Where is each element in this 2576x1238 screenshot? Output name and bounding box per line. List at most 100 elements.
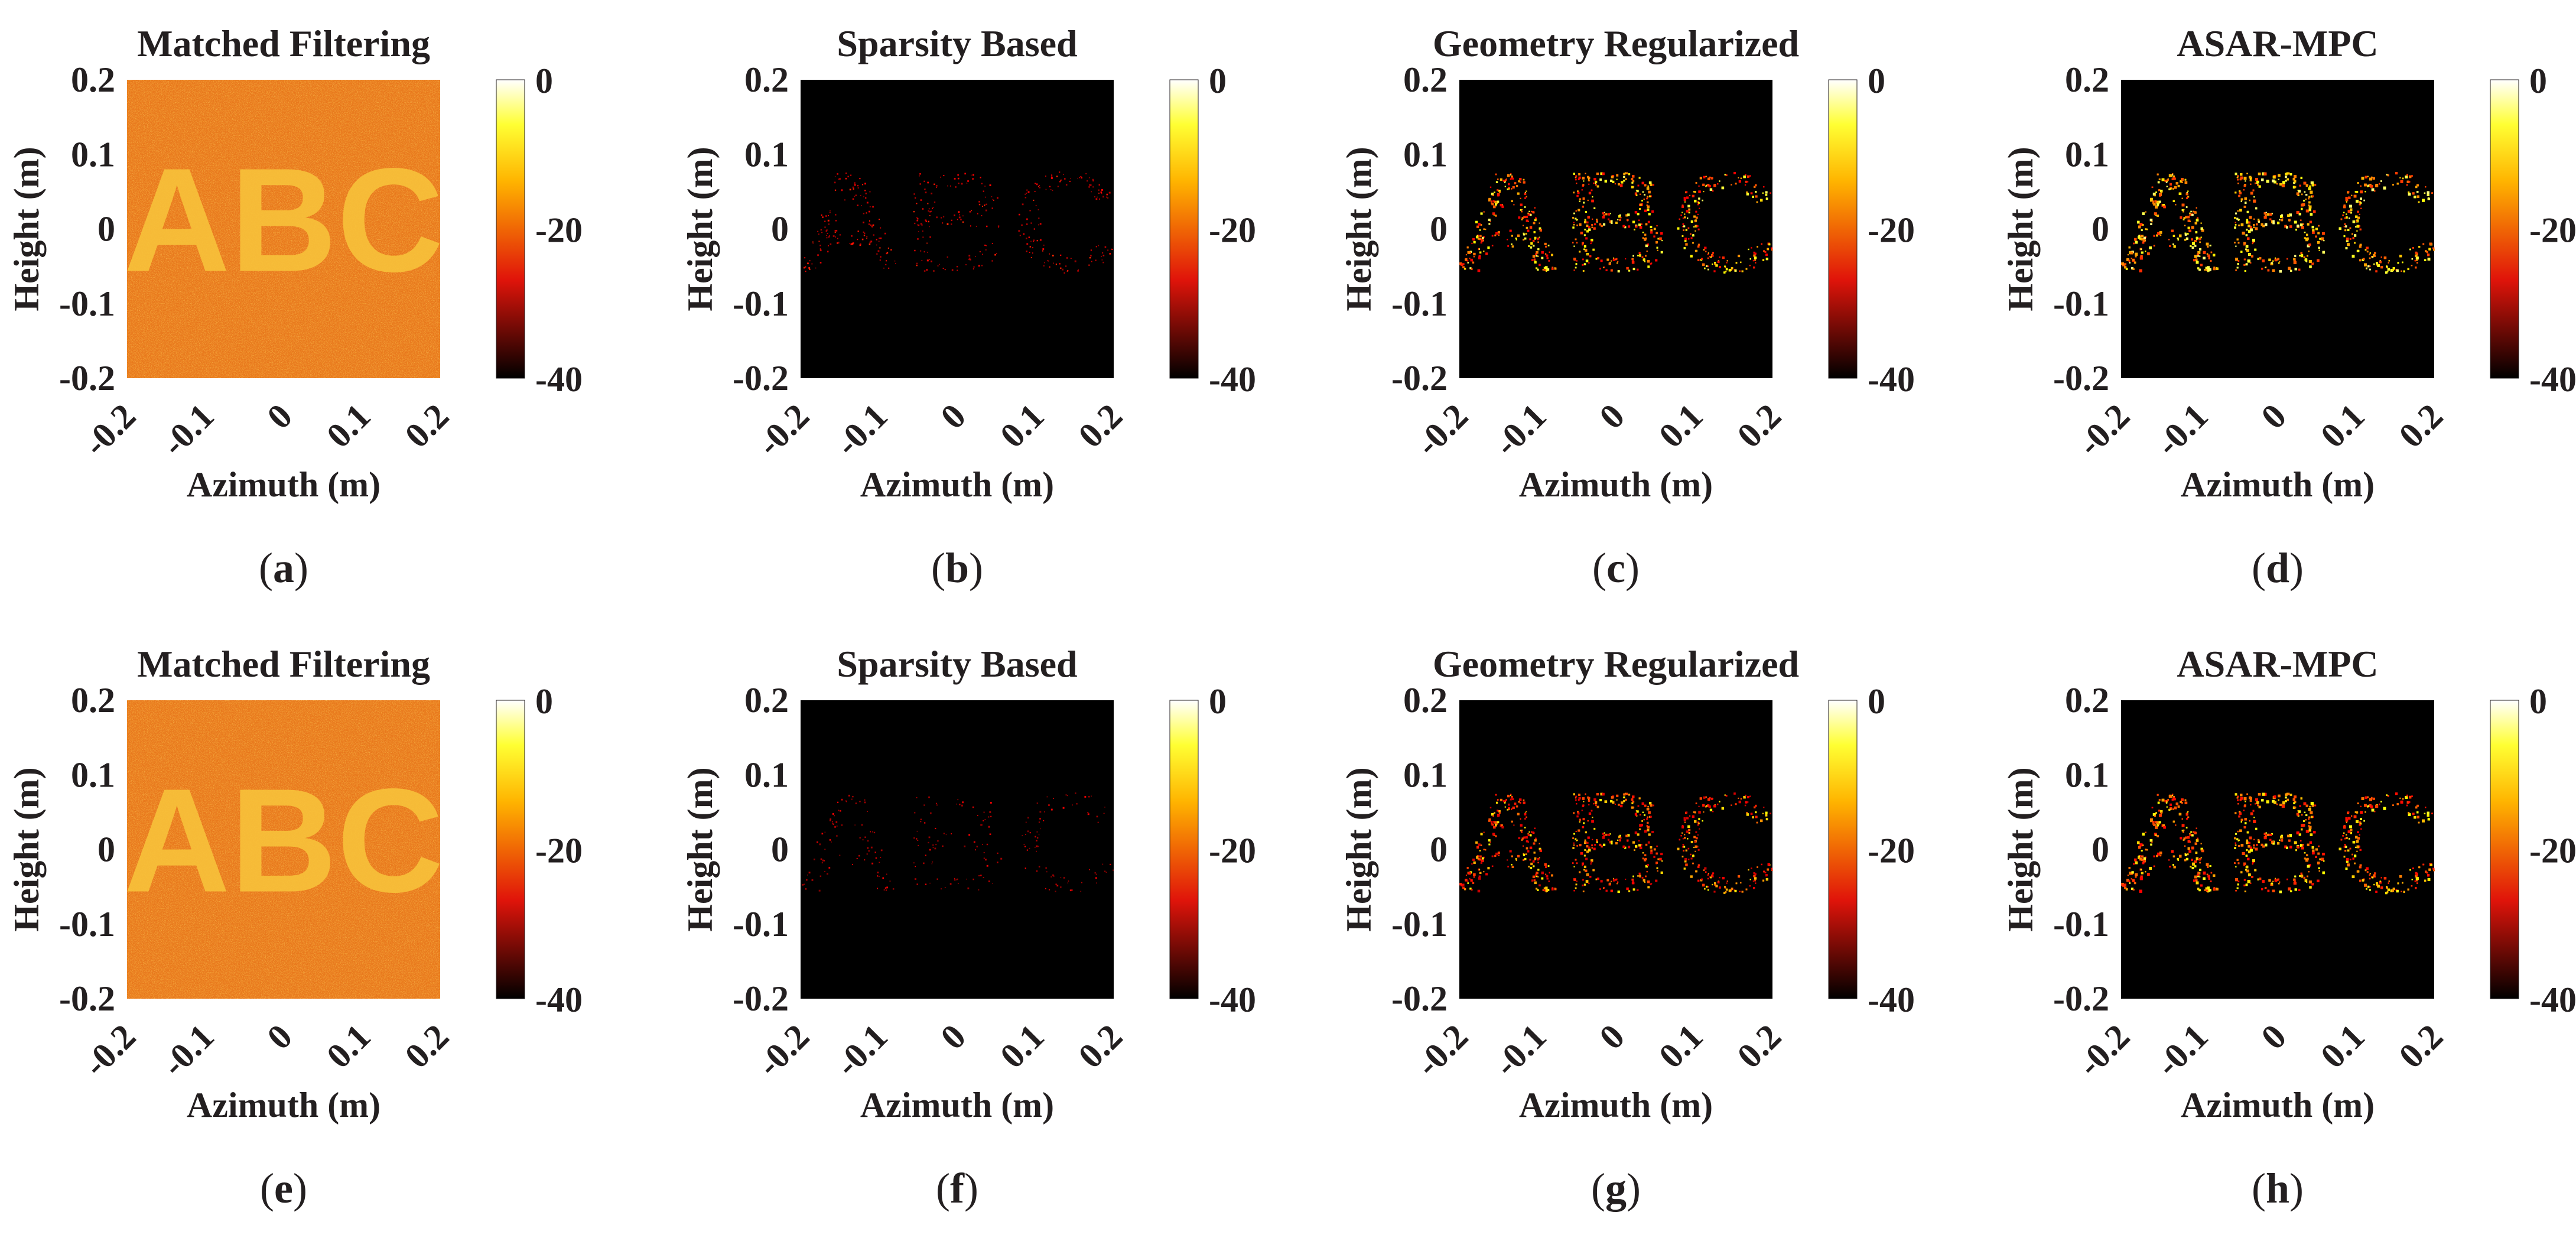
x-tick-label: -0.2 bbox=[749, 1017, 817, 1084]
subcaption-letter: f bbox=[950, 1165, 965, 1212]
y-tick-label: -0.2 bbox=[2053, 359, 2109, 398]
heatmap-image: ABC bbox=[123, 80, 444, 378]
subcaption-close: ) bbox=[964, 1165, 978, 1212]
y-tick-label: -0.2 bbox=[1391, 359, 1448, 398]
subcaption: (f) bbox=[936, 1165, 978, 1212]
colorbar-ticks: 0 -20 -40 bbox=[2529, 682, 2576, 1019]
subcaption: (e) bbox=[260, 1165, 307, 1212]
y-tick-label: 0.2 bbox=[71, 681, 115, 720]
x-tick-label: -0.1 bbox=[154, 1017, 222, 1084]
subcaption-letter: a bbox=[273, 544, 294, 592]
y-axis-label: Height (m) bbox=[681, 147, 720, 311]
y-tick-label: -0.1 bbox=[2053, 905, 2109, 944]
subcaption-close: ) bbox=[294, 544, 308, 592]
panel-title: Geometry Regularized bbox=[1433, 643, 1799, 685]
subcaption-open: ( bbox=[2252, 1165, 2266, 1212]
y-ticks: 0.2 0.1 0 -0.1 -0.2 bbox=[59, 60, 115, 398]
y-tick-label: 0.1 bbox=[744, 755, 789, 794]
x-tick-label: -0.2 bbox=[749, 397, 817, 464]
panel-g: Geometry Regularized0.20.10-0.1-0.2-0.2-… bbox=[1339, 643, 1915, 1212]
x-tick-label: 0.1 bbox=[319, 1017, 378, 1076]
panel-title: Geometry Regularized bbox=[1433, 22, 1799, 64]
colorbar-tick-label: 0 bbox=[2529, 61, 2547, 100]
colorbar-tick-label: -20 bbox=[535, 211, 583, 250]
y-tick-label: 0.2 bbox=[744, 681, 789, 720]
colorbar bbox=[1828, 79, 1858, 379]
y-tick-label: -0.2 bbox=[2053, 979, 2109, 1018]
y-tick-label: -0.2 bbox=[59, 359, 115, 398]
y-tick-label: -0.1 bbox=[59, 284, 115, 323]
colorbar-ticks: 0 -20 -40 bbox=[1868, 682, 1915, 1019]
y-axis-label: Height (m) bbox=[681, 767, 720, 931]
panel-title: Sparsity Based bbox=[837, 22, 1077, 64]
y-tick-label: 0.2 bbox=[1403, 681, 1448, 720]
x-tick-label: 0.1 bbox=[2313, 1017, 2372, 1076]
colorbar bbox=[1169, 700, 1199, 999]
x-tick-label: 0.2 bbox=[2391, 397, 2450, 456]
x-tick-label: -0.1 bbox=[828, 1017, 895, 1084]
image-background bbox=[801, 80, 1114, 378]
y-tick-label: 0.1 bbox=[744, 135, 789, 174]
x-axis-label: Azimuth (m) bbox=[187, 1086, 380, 1125]
x-tick-label: 0.2 bbox=[2391, 1017, 2450, 1076]
panel-c: Geometry Regularized0.20.10-0.1-0.2-0.2-… bbox=[1339, 22, 1915, 592]
x-tick-label: 0.1 bbox=[319, 397, 378, 456]
y-tick-label: 0.1 bbox=[1403, 755, 1448, 794]
colorbar-tick-label: -20 bbox=[2529, 831, 2576, 870]
colorbar-tick-label: 0 bbox=[535, 682, 553, 721]
colorbar-tick-label: 0 bbox=[1209, 682, 1227, 721]
image-speckles bbox=[2121, 172, 2435, 274]
subcaption: (b) bbox=[931, 544, 983, 592]
x-ticks: -0.2 -0.1 0 0.1 0.2 bbox=[749, 1017, 1130, 1084]
y-tick-label: 0 bbox=[1430, 830, 1448, 869]
x-tick-label: 0.2 bbox=[397, 1017, 456, 1076]
colorbar-tick-label: 0 bbox=[1868, 682, 1885, 721]
colorbar-tick-label: -40 bbox=[1868, 980, 1915, 1019]
x-tick-label: -0.2 bbox=[2070, 397, 2137, 464]
image-background bbox=[2121, 700, 2434, 999]
x-axis-label: Azimuth (m) bbox=[860, 1086, 1054, 1125]
y-tick-label: 0.1 bbox=[71, 755, 115, 794]
subcaption: (h) bbox=[2252, 1165, 2304, 1212]
subcaption: (d) bbox=[2252, 544, 2304, 592]
heatmap-image bbox=[1459, 80, 1773, 378]
colorbar-ticks: 0 -20 -40 bbox=[535, 61, 583, 399]
subcaption-letter: c bbox=[1606, 544, 1625, 592]
colorbar-tick-label: -20 bbox=[1868, 831, 1915, 870]
subcaption-open: ( bbox=[931, 544, 945, 592]
x-ticks: -0.2 -0.1 0 0.1 0.2 bbox=[2070, 397, 2450, 464]
image-letters: ABC bbox=[123, 138, 444, 303]
subcaption-open: ( bbox=[260, 1165, 274, 1212]
x-axis-label: Azimuth (m) bbox=[2181, 465, 2375, 504]
x-ticks: -0.2 -0.1 0 0.1 0.2 bbox=[749, 397, 1130, 464]
y-tick-label: -0.2 bbox=[1391, 979, 1448, 1018]
colorbar bbox=[2490, 700, 2519, 999]
colorbar-tick-label: 0 bbox=[535, 61, 553, 100]
x-tick-label: 0.1 bbox=[993, 1017, 1052, 1076]
subcaption-open: ( bbox=[259, 544, 273, 592]
subcaption-letter: d bbox=[2266, 544, 2289, 592]
subcaption-letter: e bbox=[274, 1165, 293, 1212]
image-noise-light bbox=[127, 700, 440, 999]
subcaption: (g) bbox=[1591, 1165, 1641, 1212]
y-ticks: 0.2 0.1 0 -0.1 -0.2 bbox=[2053, 60, 2109, 398]
colorbar bbox=[496, 700, 525, 999]
x-ticks: -0.2 -0.1 0 0.1 0.2 bbox=[1408, 397, 1788, 464]
colorbar-tick-label: -20 bbox=[1209, 211, 1256, 250]
colorbar-tick-label: 0 bbox=[1209, 61, 1227, 100]
y-tick-label: -0.2 bbox=[733, 979, 789, 1018]
panel-a: Matched FilteringABC0.20.10-0.1-0.2-0.2-… bbox=[7, 22, 583, 592]
subcaption: (a) bbox=[259, 544, 308, 592]
subcaption-close: ) bbox=[1625, 544, 1640, 592]
x-tick-label: 0.1 bbox=[1651, 1017, 1710, 1076]
x-axis-label: Azimuth (m) bbox=[187, 465, 380, 504]
heatmap-image bbox=[1459, 700, 1773, 999]
y-ticks: 0.2 0.1 0 -0.1 -0.2 bbox=[733, 681, 789, 1018]
x-tick-label: -0.1 bbox=[154, 397, 222, 464]
subcaption-close: ) bbox=[969, 544, 983, 592]
x-tick-label: 0.1 bbox=[2313, 397, 2372, 456]
heatmap-image bbox=[2121, 700, 2435, 999]
